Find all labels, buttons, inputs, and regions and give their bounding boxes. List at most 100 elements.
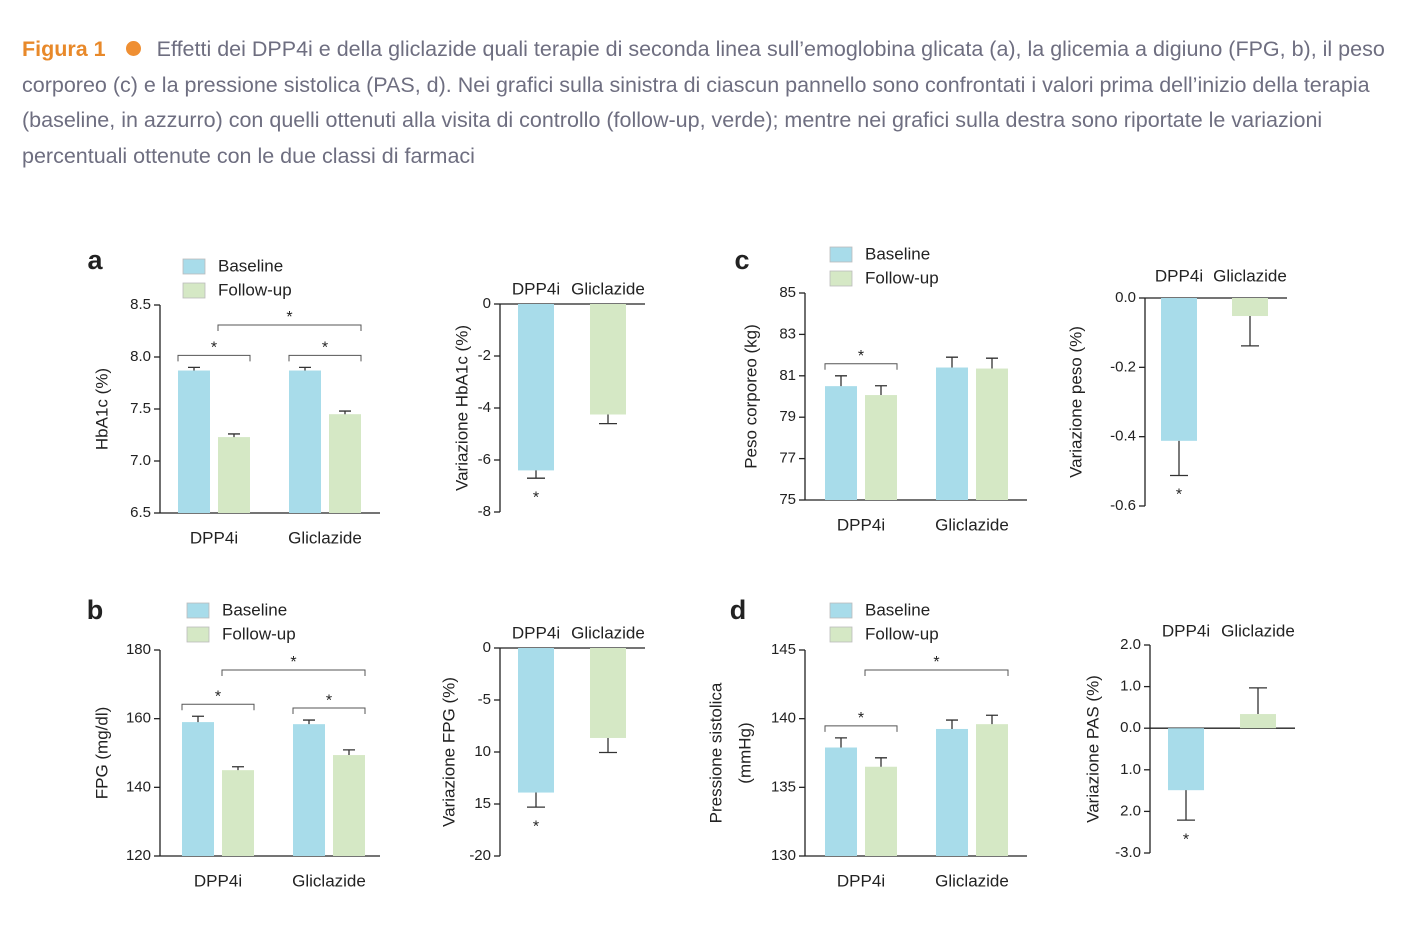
- y-axis-label: Variazione PAS (%): [1083, 675, 1102, 823]
- legend-swatch: [182, 258, 206, 275]
- error-bar: [188, 366, 200, 371]
- error-bar: [986, 357, 998, 369]
- bar: [222, 770, 254, 856]
- y-tick-label: -20: [469, 847, 491, 864]
- y-tick-label: 135: [771, 778, 796, 795]
- y-tick-label: 81: [779, 367, 796, 384]
- y-tick-label: 83: [779, 325, 796, 342]
- significance-bracket: [824, 725, 898, 732]
- bar: [865, 766, 897, 856]
- significance-label: *: [290, 654, 296, 671]
- legend-swatch: [186, 626, 210, 643]
- caption: Figura 1 Effetti dei DPP4i e della glicla…: [22, 32, 1387, 174]
- x-tick-label: DPP4i: [1162, 621, 1210, 640]
- y-tick-label: -0.6: [1110, 497, 1136, 514]
- y-tick-label: 2.0: [1120, 636, 1141, 653]
- bar: [293, 724, 325, 856]
- bullet: [125, 41, 141, 56]
- bar: [329, 414, 361, 513]
- legend-label: Baseline: [222, 600, 287, 619]
- y-tick-label: -3.0: [1115, 844, 1141, 861]
- error-bar: [232, 766, 244, 771]
- y-axis-label: Variazione peso (%): [1066, 326, 1085, 478]
- error-bar: [527, 792, 545, 808]
- bar: [1161, 298, 1197, 441]
- significance-label: *: [326, 692, 332, 709]
- y-tick-label: -2: [478, 347, 491, 364]
- significance-label: *: [933, 654, 939, 671]
- bar: [178, 370, 210, 513]
- bar: [976, 724, 1008, 856]
- x-tick-label: Gliclazide: [935, 515, 1009, 534]
- x-tick-label: DPP4i: [1155, 266, 1203, 285]
- y-tick-label: 140: [771, 710, 796, 727]
- error-bar: [1249, 687, 1267, 715]
- x-tick-label: Gliclazide: [935, 871, 1009, 890]
- y-tick-label: 7.0: [130, 452, 151, 469]
- x-tick-label: DPP4i: [194, 871, 242, 890]
- legend-label: Follow-up: [222, 624, 296, 643]
- y-tick-label: 77: [779, 450, 796, 467]
- y-tick-label: -8: [478, 503, 491, 520]
- error-bar: [1241, 316, 1259, 347]
- panel-letter: d: [730, 595, 747, 625]
- panel-letter: c: [734, 245, 749, 275]
- error-bar: [946, 356, 958, 368]
- y-tick-label: 75: [779, 491, 796, 508]
- legend-label: Follow-up: [865, 268, 939, 287]
- error-bar: [1177, 790, 1195, 821]
- significance-bracket: [288, 354, 362, 362]
- error-bar: [303, 719, 315, 725]
- legend-label: Follow-up: [865, 624, 939, 643]
- y-tick-label: 6.5: [130, 504, 151, 521]
- legend-swatch: [186, 602, 210, 619]
- bar: [936, 367, 968, 500]
- legend-swatch: [829, 270, 853, 287]
- y-tick-label: -0.4: [1110, 428, 1136, 445]
- x-tick-label: DPP4i: [837, 871, 885, 890]
- error-bar: [946, 719, 958, 729]
- legend-label: Baseline: [865, 600, 930, 619]
- legend-swatch: [829, 246, 853, 263]
- y-axis-label: Variazione HbA1c (%): [452, 325, 471, 491]
- significance-bracket: [217, 324, 362, 331]
- significance-label: *: [858, 710, 864, 727]
- bar: [218, 437, 250, 513]
- significance-bracket: [181, 703, 255, 711]
- x-tick-label: DPP4i: [512, 623, 560, 642]
- x-tick-label: DPP4i: [512, 279, 560, 298]
- legend-swatch: [182, 282, 206, 299]
- error-bar: [986, 714, 998, 725]
- y-axis-label: Variazione FPG (%): [439, 677, 458, 827]
- significance-label: *: [858, 348, 864, 365]
- panel-letter: b: [87, 595, 104, 625]
- y-tick-label: 85: [779, 284, 796, 301]
- y-tick-label: 120: [126, 847, 151, 864]
- significance-label: *: [533, 818, 539, 835]
- bar: [518, 648, 554, 793]
- y-axis-label: FPG (mg/dl): [92, 707, 111, 800]
- y-tick-label: 0: [483, 295, 491, 312]
- significance-bracket: [177, 354, 251, 362]
- y-tick-label: 10: [474, 743, 491, 760]
- y-tick-label: -4: [478, 399, 491, 416]
- y-tick-label: 15: [474, 795, 491, 812]
- error-bar: [599, 414, 617, 425]
- x-tick-label: DPP4i: [837, 515, 885, 534]
- significance-label: *: [215, 688, 221, 705]
- y-axis-label: (mmHg): [735, 722, 754, 783]
- caption-label: Figura 1: [22, 37, 106, 61]
- significance-label: *: [1176, 487, 1182, 504]
- y-axis-label: HbA1c (%): [92, 368, 111, 450]
- bar: [590, 304, 626, 415]
- error-bar: [192, 715, 204, 723]
- error-bar: [343, 749, 355, 756]
- error-bar: [339, 410, 351, 415]
- legend-swatch: [829, 626, 853, 643]
- y-tick-label: 130: [771, 847, 796, 864]
- significance-bracket: [221, 669, 366, 676]
- significance-bracket: [864, 669, 1009, 676]
- y-axis-label: Peso corporeo (kg): [741, 324, 760, 469]
- significance-label: *: [322, 340, 328, 357]
